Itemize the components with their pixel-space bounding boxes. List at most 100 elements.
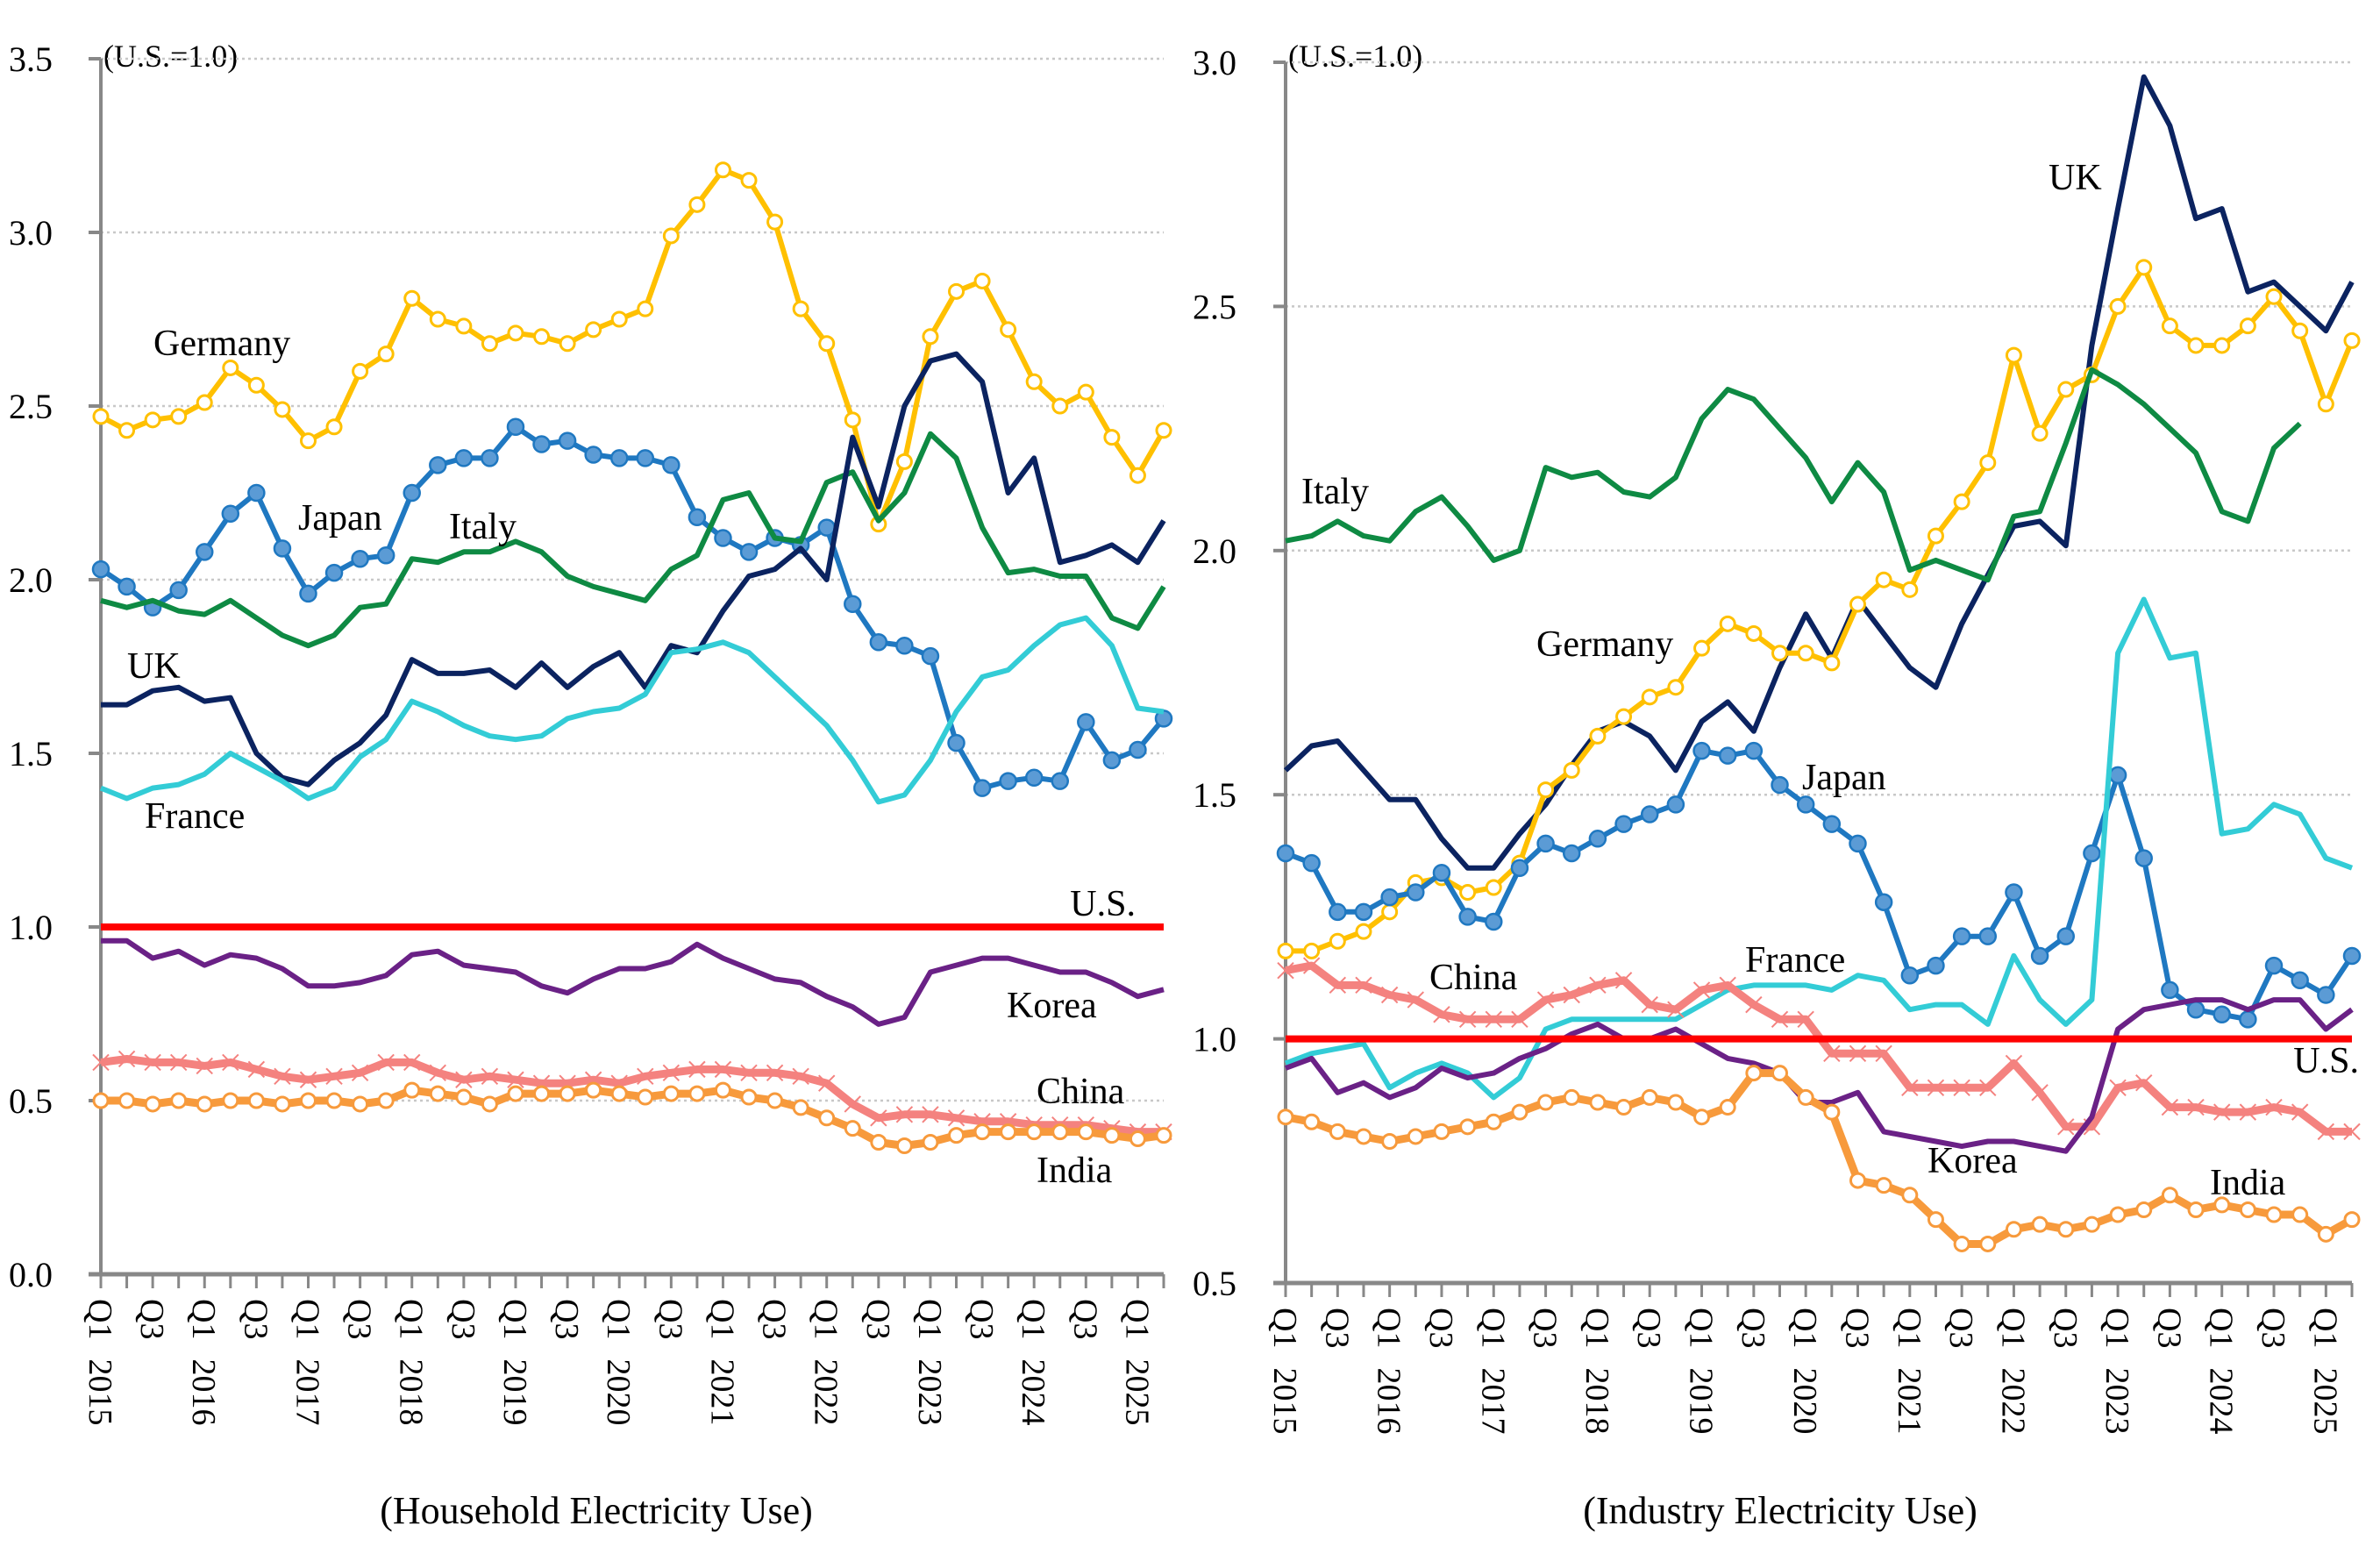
- industry-chart-title: (Industry Electricity Use): [1583, 1489, 1977, 1532]
- industry-chart-panel: (U.S.=1.0) (Industry Electricity Use) 0.…: [1193, 39, 2362, 1532]
- household-series-korea: [101, 937, 1165, 1027]
- household-x-tick-label: Q1 2018: [393, 1299, 430, 1425]
- industry-x-tick-label: Q3: [1942, 1308, 1979, 1348]
- household-line-france: [99, 615, 1165, 805]
- industry-point-india: [1563, 1088, 1580, 1106]
- industry-point-india: [1745, 1065, 1763, 1082]
- industry-point-germany: [1953, 493, 1970, 510]
- tick-quarter: Q1: [911, 1299, 948, 1339]
- tick-year: 2020: [600, 1358, 637, 1425]
- household-point-germany: [1000, 321, 1017, 339]
- industry-point-germany: [1641, 688, 1658, 706]
- household-point-india: [818, 1109, 836, 1127]
- household-point-india: [1000, 1123, 1017, 1141]
- household-point-china: [222, 1053, 239, 1072]
- household-x-tick-label: Q3: [963, 1299, 1000, 1339]
- household-point-japan: [921, 646, 940, 666]
- household-point-china: [169, 1053, 188, 1072]
- industry-series-germany: [1277, 259, 2361, 959]
- industry-point-japan: [1692, 741, 1711, 760]
- industry-label-italy: Italy: [1301, 472, 1369, 512]
- industry-x-tick-label: Q3: [1838, 1308, 1875, 1348]
- tick-quarter: Q3: [1630, 1308, 1667, 1348]
- tick-quarter: Q3: [859, 1299, 896, 1339]
- household-point-china: [947, 1109, 966, 1127]
- household-point-india: [274, 1095, 291, 1113]
- industry-label-u-s: U.S.: [2293, 1041, 2359, 1081]
- household-point-china: [351, 1064, 369, 1082]
- industry-point-china: [2239, 1103, 2257, 1121]
- tick-year: 2017: [289, 1358, 325, 1425]
- industry-point-india: [2057, 1221, 2075, 1238]
- household-point-germany: [1103, 429, 1121, 446]
- industry-point-china: [1797, 1010, 1814, 1029]
- household-y-tick-label: 0.5: [9, 1081, 53, 1121]
- tick-year: 2022: [808, 1358, 844, 1425]
- industry-point-india: [1381, 1133, 1399, 1151]
- tick-year: 2021: [1891, 1367, 1928, 1434]
- industry-point-germany: [1823, 654, 1841, 672]
- industry-point-china: [1380, 986, 1399, 1004]
- household-line-korea: [101, 937, 1165, 1027]
- industry-point-japan: [1822, 815, 1842, 833]
- household-series-uk: [101, 351, 1166, 788]
- household-x-tick-label: Q3: [548, 1299, 585, 1339]
- tick-year: 2020: [1786, 1367, 1823, 1434]
- household-point-germany: [766, 213, 784, 231]
- industry-y-tick-label: 0.5: [1193, 1264, 1236, 1303]
- industry-point-germany: [1329, 932, 1346, 950]
- tick-quarter: Q1: [82, 1299, 118, 1339]
- household-point-japan: [558, 431, 577, 450]
- tick-quarter: Q3: [133, 1299, 170, 1339]
- household-point-india: [196, 1095, 213, 1113]
- household-line-china: [100, 1055, 1164, 1137]
- household-point-india: [533, 1085, 551, 1102]
- tick-year: 2018: [1578, 1367, 1615, 1434]
- industry-point-india: [1329, 1123, 1346, 1140]
- tick-quarter: Q1: [289, 1299, 325, 1339]
- industry-series-uk: [1283, 74, 2355, 871]
- tick-quarter: Q3: [237, 1299, 274, 1339]
- household-point-germany: [1077, 383, 1094, 401]
- household-point-china: [118, 1050, 136, 1068]
- industry-point-china: [2291, 1103, 2309, 1121]
- household-point-germany: [844, 411, 861, 429]
- industry-point-india: [2031, 1216, 2049, 1233]
- household-point-japan: [273, 539, 292, 558]
- industry-line-uk: [1283, 74, 2355, 871]
- industry-point-germany: [1355, 923, 1372, 940]
- household-point-china: [637, 1067, 654, 1085]
- tick-quarter: Q3: [1527, 1308, 1564, 1348]
- household-label-germany: Germany: [153, 324, 290, 364]
- household-point-china: [922, 1106, 939, 1123]
- household-point-india: [507, 1085, 524, 1102]
- household-x-tick-label: Q3: [237, 1299, 274, 1339]
- industry-point-india: [1355, 1128, 1372, 1145]
- industry-point-china: [1277, 961, 1294, 980]
- industry-point-germany: [1537, 781, 1555, 799]
- industry-point-india: [2239, 1201, 2256, 1218]
- tick-quarter: Q1: [1266, 1308, 1303, 1348]
- industry-point-germany: [2213, 337, 2231, 354]
- industry-point-india: [2187, 1201, 2205, 1218]
- household-point-japan: [662, 456, 681, 474]
- household-point-japan: [454, 449, 474, 467]
- household-y-tick-label: 2.5: [9, 387, 53, 426]
- household-point-germany: [1155, 422, 1172, 439]
- household-point-japan: [1129, 740, 1147, 759]
- industry-point-india: [1459, 1118, 1477, 1136]
- household-point-china: [429, 1064, 447, 1082]
- household-point-china: [403, 1053, 421, 1072]
- household-point-china: [196, 1057, 213, 1075]
- industry-point-china: [1302, 957, 1321, 974]
- household-point-india: [1051, 1123, 1069, 1141]
- industry-point-japan: [2161, 980, 2179, 1000]
- industry-point-china: [1589, 976, 1607, 994]
- industry-point-japan: [2056, 927, 2076, 945]
- industry-point-germany: [1459, 884, 1477, 902]
- industry-point-china: [1563, 986, 1580, 1004]
- household-point-india: [429, 1085, 446, 1102]
- household-point-japan: [299, 584, 317, 603]
- household-point-germany: [688, 196, 706, 213]
- industry-point-germany: [1303, 942, 1321, 959]
